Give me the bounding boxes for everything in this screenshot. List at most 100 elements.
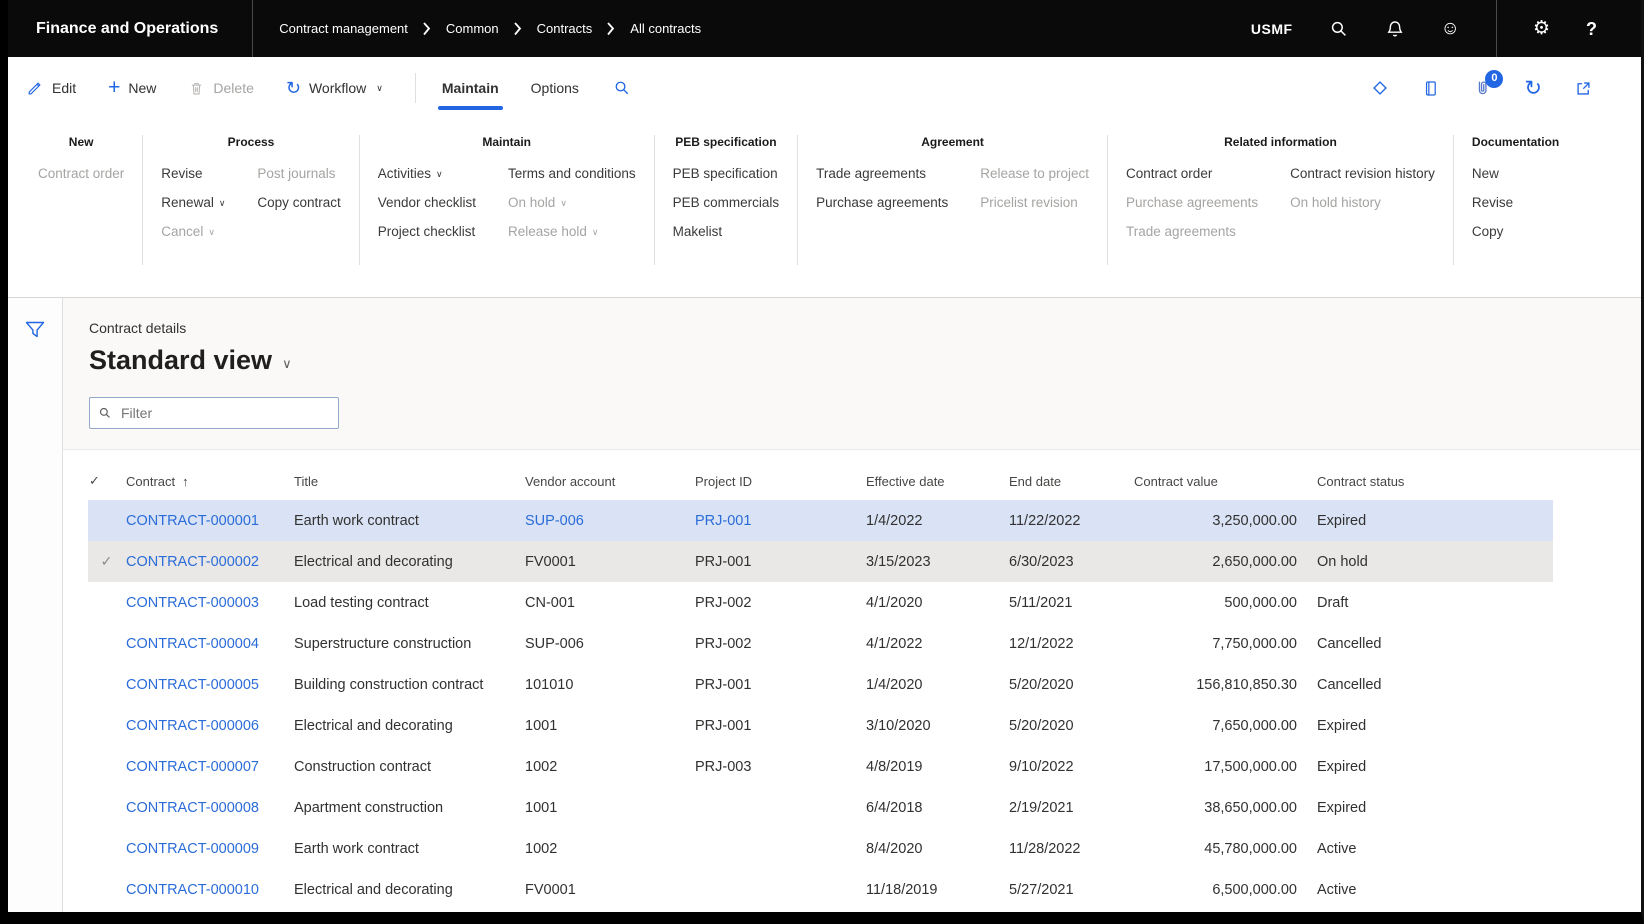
cell-contract[interactable]: CONTRACT-000004 [125,623,293,664]
topbar-divider [1495,0,1497,57]
ribbon-item-vendor-checklist[interactable]: Vendor checklist [377,195,477,210]
breadcrumb-section[interactable]: Contracts [536,21,593,36]
ribbon-item-contract-revision-history[interactable]: Contract revision history [1290,166,1435,181]
attachments-count-badge: 0 [1485,69,1504,88]
ribbon-item-peb-commercials[interactable]: PEB commercials [672,195,780,210]
cell-contract-link[interactable]: CONTRACT-000006 [126,717,259,734]
table-row[interactable]: CONTRACT-000004 Superstructure constructi… [88,623,1553,664]
power-apps-icon[interactable] [1370,78,1390,98]
view-selector[interactable]: Standard view ∨ [89,345,292,376]
open-in-new-window-icon[interactable] [1574,79,1593,98]
cell-contract-link[interactable]: CONTRACT-000002 [126,553,259,570]
cell-row-check[interactable] [88,869,125,910]
ribbon-item-revise[interactable]: Revise [1471,195,1514,210]
ribbon-item-copy-contract[interactable]: Copy contract [257,195,341,210]
cell-contract[interactable]: CONTRACT-000009 [125,828,293,869]
cell-contract-link[interactable]: CONTRACT-000005 [126,676,259,693]
help-icon[interactable]: ? [1586,18,1597,39]
table-row[interactable]: CONTRACT-000007 Construction contract 1002… [88,746,1553,787]
new-button[interactable]: + New [108,75,157,99]
tab-maintain[interactable]: Maintain [426,57,515,119]
cell-row-check[interactable] [88,787,125,828]
cell-contract-link[interactable]: CONTRACT-000001 [126,512,259,529]
table-row[interactable]: CONTRACT-000010 Electrical and decorating… [88,869,1553,910]
cell-vendor-account[interactable]: SUP-006 [524,500,694,541]
column-header-effective-date[interactable]: Effective date [866,473,945,489]
cell-vendor-account-link[interactable]: SUP-006 [525,512,584,529]
ribbon: New Contract order Process Revise Renewal ∨ Ca… [8,119,1641,298]
cell-row-check[interactable] [88,746,125,787]
cell-contract[interactable]: CONTRACT-000008 [125,787,293,828]
cell-row-check[interactable] [88,623,125,664]
cell-row-check[interactable] [88,828,125,869]
ribbon-item-trade-agreements[interactable]: Trade agreements [816,166,926,181]
ribbon-item-cancel: Cancel ∨ [161,224,215,239]
table-row[interactable]: ✓ CONTRACT-000002 Electrical and decoratin… [88,541,1553,582]
ribbon-item-revise[interactable]: Revise [161,166,203,181]
cell-row-check[interactable]: ✓ [100,553,113,569]
cell-contract-link[interactable]: CONTRACT-000009 [126,840,259,857]
table-row[interactable]: CONTRACT-000009 Earth work contract 1002 8/… [88,828,1553,869]
table-row[interactable]: CONTRACT-000006 Electrical and decorating… [88,705,1553,746]
attachments-paperclip-icon[interactable]: 0 [1473,69,1504,98]
cell-project-id[interactable]: PRJ-001 [694,500,865,541]
company-selector[interactable]: USMF [1250,20,1293,37]
filter-funnel-icon[interactable] [24,320,46,340]
cell-contract[interactable]: CONTRACT-000001 [125,500,293,541]
ribbon-item-activities[interactable]: Activities ∨ [377,166,443,181]
workflow-button[interactable]: ↻ Workflow ∨ [285,78,383,98]
cell-contract[interactable]: CONTRACT-000005 [125,664,293,705]
column-header-vendor-account[interactable]: Vendor account [525,473,616,489]
tab-options[interactable]: Options [530,80,579,96]
cell-row-check[interactable] [88,664,125,705]
column-header-project-id[interactable]: Project ID [695,473,753,489]
breadcrumb-area[interactable]: Common [445,21,499,36]
settings-gear-icon[interactable]: ⚙ [1532,18,1550,39]
ribbon-item-renewal[interactable]: Renewal ∨ [161,195,226,210]
ribbon-item-project-checklist[interactable]: Project checklist [377,224,476,239]
column-header-contract[interactable]: Contract ↑ [126,473,189,489]
cell-project-id-link[interactable]: PRJ-001 [695,512,752,529]
ribbon-item-contract-order[interactable]: Contract order [1126,166,1213,181]
notifications-bell-icon[interactable] [1385,19,1405,39]
cell-contract-link[interactable]: CONTRACT-000007 [126,758,259,775]
select-all-check-icon[interactable]: ✓ [89,473,100,488]
table-row[interactable]: CONTRACT-000008 Apartment construction 100… [88,787,1553,828]
search-icon[interactable] [1329,19,1349,39]
ribbon-item-peb-specification[interactable]: PEB specification [672,166,778,181]
column-header-contract-status[interactable]: Contract status [1317,473,1405,489]
table-row[interactable]: CONTRACT-000005 Building construction con… [88,664,1553,705]
table-row[interactable]: CONTRACT-000003 Load testing contract CN-0… [88,582,1553,623]
cell-contract-link[interactable]: CONTRACT-000003 [126,594,259,611]
cell-contract[interactable]: CONTRACT-000003 [125,582,293,623]
column-header-contract-value[interactable]: Contract value [1134,473,1218,489]
cell-row-check[interactable] [88,582,125,623]
cell-contract[interactable]: CONTRACT-000007 [125,746,293,787]
cell-row-check[interactable] [88,705,125,746]
breadcrumb-module[interactable]: Contract management [279,21,408,36]
ribbon-item-copy[interactable]: Copy [1471,224,1504,239]
ribbon-item-purchase-agreements[interactable]: Purchase agreements [816,195,949,210]
ribbon-item-terms-and-conditions[interactable]: Terms and conditions [508,166,636,181]
column-header-title[interactable]: Title [294,473,319,489]
office-book-icon[interactable] [1422,79,1441,98]
ribbon-item-new[interactable]: New [1471,166,1499,181]
action-search-icon[interactable] [613,79,631,97]
action-pane: Edit + New Delete ↻ Workflow ∨ Maintain … [8,57,1641,119]
cell-contract[interactable]: CONTRACT-000006 [125,705,293,746]
cell-contract[interactable]: CONTRACT-000002 [125,541,293,582]
cell-contract-link[interactable]: CONTRACT-000004 [126,635,259,652]
cell-row-check[interactable] [88,500,125,541]
ribbon-item-makelist[interactable]: Makelist [672,224,723,239]
edit-button[interactable]: Edit [26,79,76,97]
filter-input[interactable] [119,404,330,422]
cell-contract-link[interactable]: CONTRACT-000008 [126,799,259,816]
breadcrumb-page[interactable]: All contracts [630,21,702,36]
ribbon-group-divider [358,135,360,265]
table-row[interactable]: CONTRACT-000001 Earth work contract SUP-00… [88,500,1553,541]
cell-contract[interactable]: CONTRACT-000010 [125,869,293,910]
refresh-icon[interactable]: ↻ [1524,76,1542,100]
column-header-end-date[interactable]: End date [1009,473,1062,489]
cell-contract-link[interactable]: CONTRACT-000010 [126,881,259,898]
feedback-smiley-icon[interactable]: ☺ [1440,18,1460,39]
